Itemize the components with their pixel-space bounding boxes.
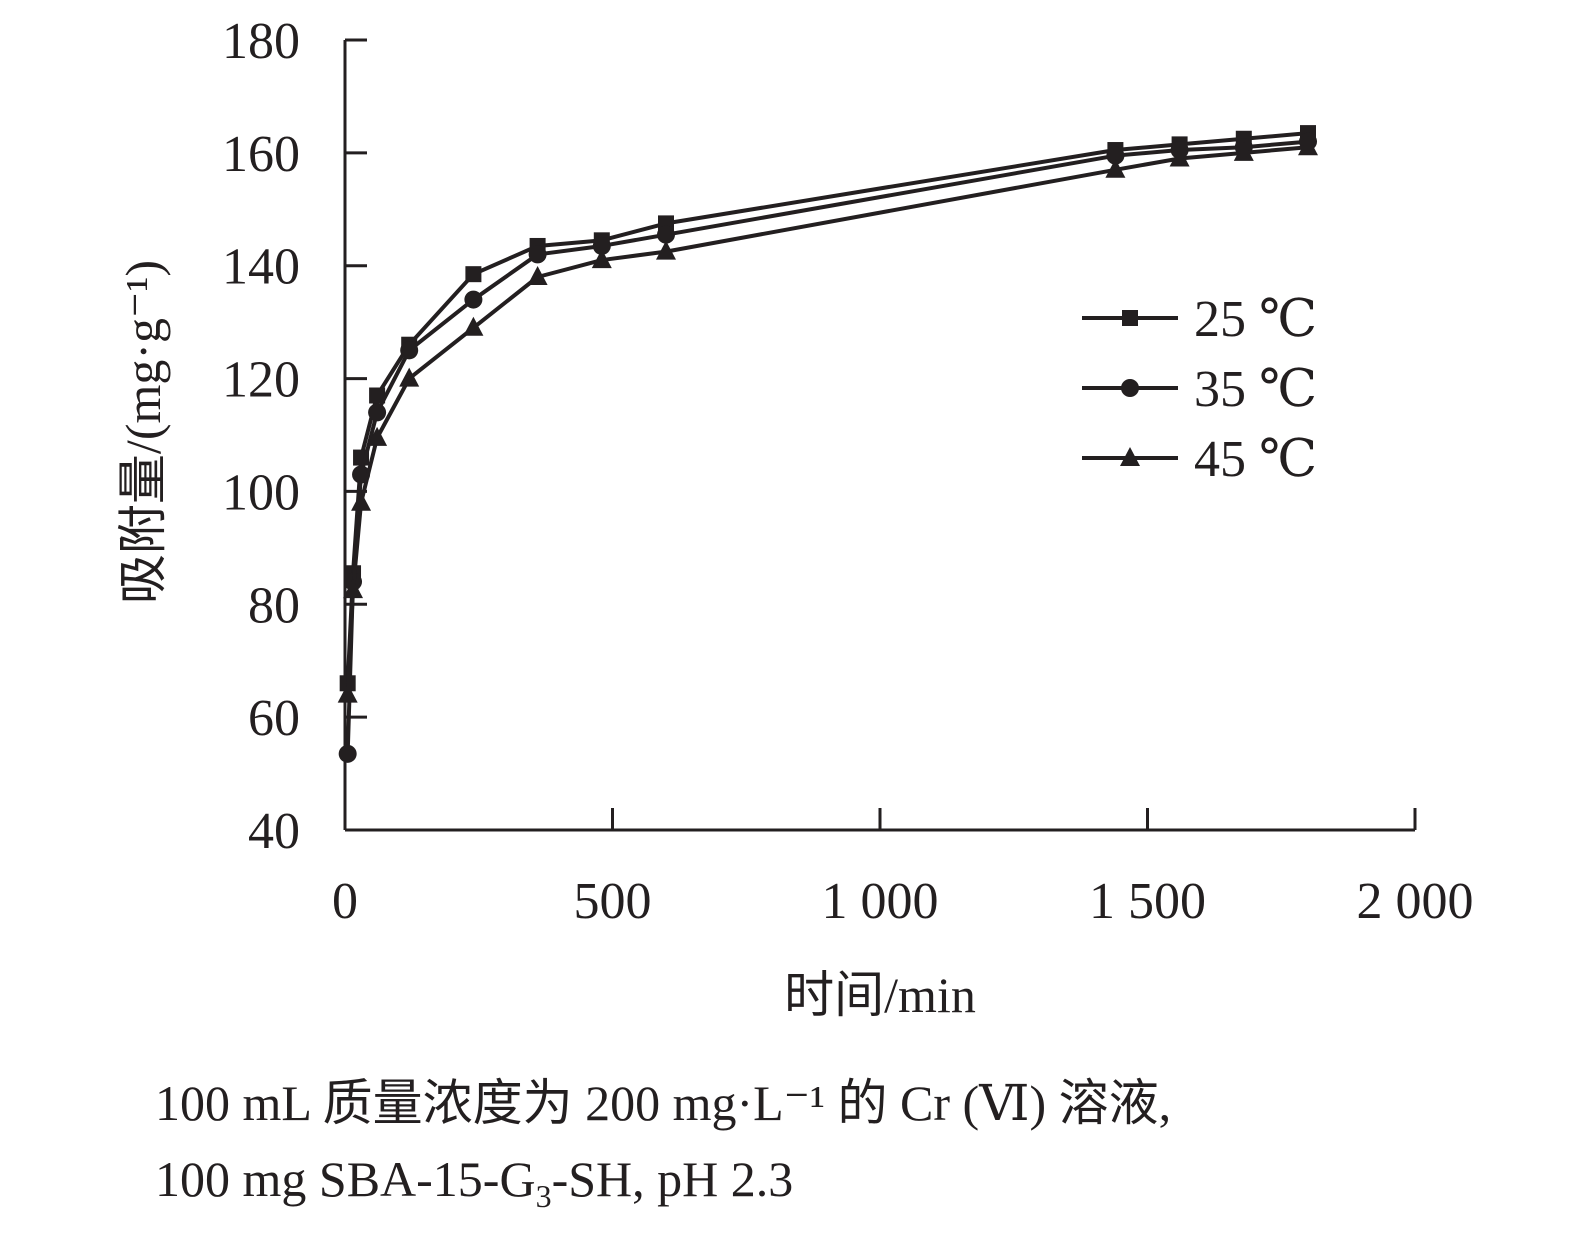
series-2	[338, 132, 1317, 763]
y-tick-label: 40	[248, 803, 300, 860]
data-point	[1298, 136, 1318, 156]
y-tick-label: 160	[222, 126, 300, 183]
y-tick-label: 180	[222, 13, 300, 70]
caption-conditions: -SH, pH 2.3	[551, 1151, 794, 1207]
data-point	[463, 316, 484, 336]
legend-marker	[1120, 447, 1140, 466]
data-point	[400, 341, 419, 360]
caption-subscript: 3	[535, 1178, 552, 1214]
data-point	[369, 387, 386, 404]
data-point	[1233, 141, 1254, 161]
caption-line-2: 100 mg SBA-15-G3-SH, pH 2.3	[155, 1154, 793, 1212]
data-point	[351, 491, 372, 511]
tick-labels: 40 60 80 100 120 140 160 180 0 500 1 000 1 500 2 000	[222, 13, 1474, 930]
legend-item-3: 45 ℃	[1082, 431, 1317, 488]
data-point	[337, 683, 358, 703]
x-axis-title: 时间/min	[784, 967, 976, 1023]
series-1	[339, 125, 1316, 692]
legend-label: 45 ℃	[1194, 431, 1317, 488]
x-tick-label: 1 000	[822, 873, 939, 930]
data-point	[1169, 147, 1190, 167]
data-point	[465, 266, 482, 283]
x-tick-label: 2 000	[1357, 873, 1474, 930]
caption-sample-name: 100 mg SBA-15-G	[155, 1151, 536, 1207]
data-point	[368, 403, 387, 422]
series-3	[337, 136, 1318, 703]
series-line	[345, 139, 1309, 754]
y-tick-label: 120	[222, 352, 300, 409]
x-tick-label: 1 500	[1089, 873, 1206, 930]
legend: 25 ℃ 35 ℃ 45 ℃	[1082, 291, 1317, 488]
y-axis-title: 吸附量/(mg·g⁻¹)	[115, 260, 171, 604]
y-tick-label: 100	[222, 464, 300, 521]
data-point	[1106, 146, 1125, 165]
data-point	[657, 225, 675, 244]
data-point	[338, 744, 357, 763]
data-point	[528, 245, 547, 264]
y-tick-label: 140	[222, 239, 300, 296]
series-line	[345, 131, 1309, 684]
legend-item-1: 25 ℃	[1082, 291, 1317, 348]
y-tick-label: 60	[248, 690, 300, 747]
data-point	[464, 290, 483, 309]
legend-marker	[1122, 310, 1138, 326]
data-point	[527, 266, 548, 285]
data-point	[656, 240, 676, 260]
legend-marker	[1121, 379, 1139, 397]
data-point	[399, 367, 420, 387]
x-tick-label: 0	[332, 873, 358, 930]
data-point	[343, 579, 364, 599]
data-point	[591, 249, 612, 269]
legend-label: 25 ℃	[1194, 291, 1317, 348]
y-tick-label: 80	[248, 577, 300, 634]
data-point	[367, 426, 388, 446]
data-point	[592, 236, 611, 255]
caption-line-1: 100 mL 质量浓度为 200 mg·L⁻¹ 的 Cr (Ⅵ) 溶液,	[155, 1075, 1172, 1131]
legend-item-2: 35 ℃	[1082, 361, 1317, 418]
series-line	[345, 145, 1309, 695]
data-point	[1105, 158, 1126, 178]
x-tick-label: 500	[574, 873, 652, 930]
legend-label: 35 ℃	[1194, 361, 1317, 418]
data-series	[337, 125, 1318, 763]
